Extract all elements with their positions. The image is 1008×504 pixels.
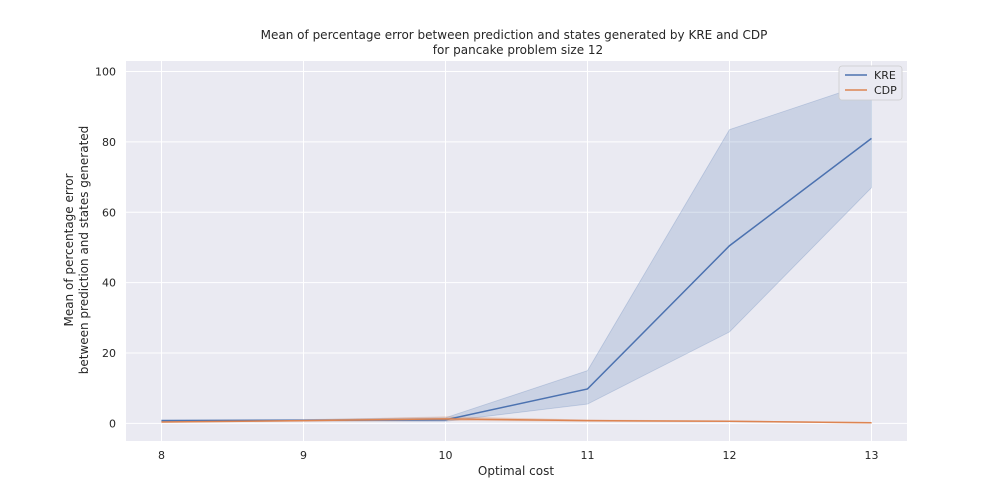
y-axis-title: Mean of percentage error xyxy=(62,173,76,326)
x-tick-label: 8 xyxy=(158,449,165,462)
x-tick-label: 13 xyxy=(865,449,879,462)
x-tick-label: 10 xyxy=(439,449,453,462)
legend-kre-label: KRE xyxy=(874,69,896,82)
y-tick-label: 40 xyxy=(102,277,116,290)
series-line-cdp xyxy=(161,418,872,424)
x-tick-label: 12 xyxy=(723,449,737,462)
chart-title: Mean of percentage error between predict… xyxy=(261,28,768,42)
x-tick-label: 9 xyxy=(300,449,307,462)
series-lines xyxy=(161,137,872,424)
y-axis-ticks: 0 20 40 60 80 100 xyxy=(95,66,116,431)
plot-area xyxy=(126,61,907,441)
y-tick-label: 0 xyxy=(109,417,116,430)
y-tick-label: 100 xyxy=(95,66,116,79)
chart-subtitle: for pancake problem size 12 xyxy=(433,43,603,57)
y-tick-label: 20 xyxy=(102,347,116,360)
legend-cdp-label: CDP xyxy=(874,84,897,97)
y-axis-title-line2: between prediction and states generated xyxy=(77,126,91,375)
x-axis-title: Optimal cost xyxy=(478,464,554,478)
x-tick-label: 11 xyxy=(581,449,595,462)
gridlines xyxy=(126,61,907,441)
x-axis-ticks: 8 9 10 11 12 13 xyxy=(158,449,879,462)
y-tick-label: 60 xyxy=(102,206,116,219)
y-tick-label: 80 xyxy=(102,136,116,149)
legend: KRE CDP xyxy=(838,65,903,101)
